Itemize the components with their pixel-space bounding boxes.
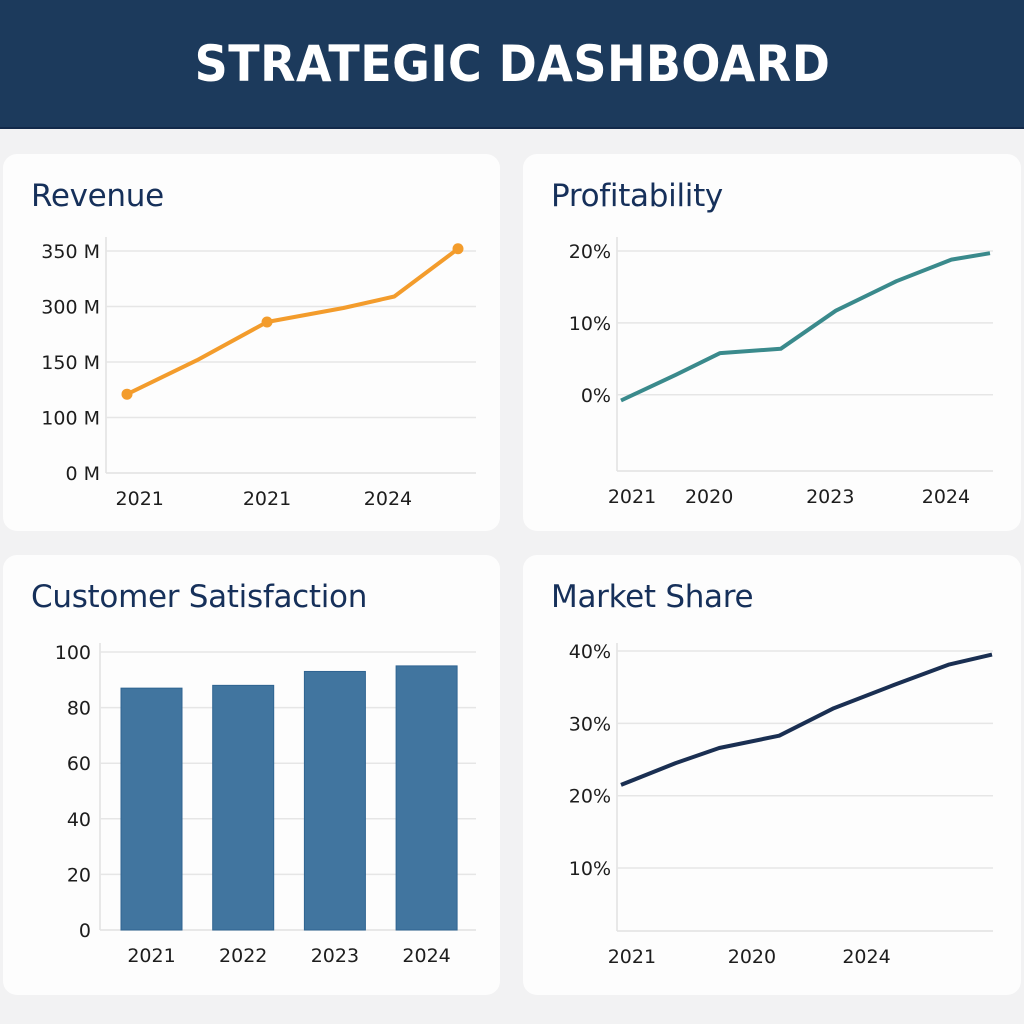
profitability-chart: 20% 10% 0% 2021 2020 2023 2024 xyxy=(569,237,993,508)
y-tick-label: 0% xyxy=(581,385,611,407)
y-tick-label: 40 xyxy=(67,809,91,831)
x-tick-label: 2024 xyxy=(364,488,412,510)
y-tick-label: 30% xyxy=(569,713,611,735)
x-tick-label: 2023 xyxy=(311,945,359,967)
x-tick-label: 2023 xyxy=(806,486,854,508)
y-tick-label: 80 xyxy=(67,698,91,720)
x-tick-label: 2021 xyxy=(127,945,175,967)
customer-satisfaction-card: Customer Satisfaction 0 20 40 60 80 100 2021 20… xyxy=(3,555,500,995)
y-tick-label: 10% xyxy=(569,313,611,335)
dashboard-title: STRATEGIC DASHBOARD xyxy=(194,34,830,93)
x-tick-label: 2024 xyxy=(842,946,890,968)
x-tick-label: 2021 xyxy=(608,946,656,968)
market-share-title: Market Share xyxy=(551,579,754,615)
x-tick-label: 2021 xyxy=(243,488,291,510)
x-tick-label: 2024 xyxy=(922,486,970,508)
data-point xyxy=(452,243,464,255)
y-tick-label: 0 M xyxy=(65,463,100,485)
x-tick-label: 2020 xyxy=(685,486,733,508)
y-tick-label: 100 xyxy=(55,642,91,664)
series-line xyxy=(620,652,993,787)
profitability-card: Profitability 20% 10% 0% 2021 2020 2023 2024 xyxy=(523,154,1021,531)
data-point xyxy=(261,316,273,328)
series-line xyxy=(620,251,991,403)
x-tick-label: 2021 xyxy=(608,486,656,508)
y-tick-label: 10% xyxy=(569,858,611,880)
x-tick-label: 2024 xyxy=(402,945,450,967)
y-tick-label: 0 xyxy=(79,920,91,942)
y-tick-label: 150 M xyxy=(41,352,100,374)
customer-satisfaction-title: Customer Satisfaction xyxy=(31,579,368,615)
y-tick-label: 20% xyxy=(569,241,611,263)
customer-satisfaction-chart: 0 20 40 60 80 100 2021 2022 2023 2024 xyxy=(55,642,476,967)
bar xyxy=(303,670,366,931)
x-tick-label: 2020 xyxy=(728,946,776,968)
data-point xyxy=(121,388,133,400)
revenue-card: Revenue 0 M 100 M 150 M 300 M 350 M 2021 2021 2… xyxy=(3,154,500,531)
series-line xyxy=(126,247,460,396)
market-share-chart: 40% 30% 20% 10% 2021 2020 2024 xyxy=(569,641,993,968)
x-tick-label: 2021 xyxy=(116,488,164,510)
dashboard-header: STRATEGIC DASHBOARD xyxy=(0,0,1024,129)
y-tick-label: 20 xyxy=(67,864,91,886)
revenue-title: Revenue xyxy=(31,178,164,214)
y-tick-label: 40% xyxy=(569,641,611,663)
profitability-title: Profitability xyxy=(551,178,723,214)
bar xyxy=(212,684,275,931)
bar xyxy=(395,665,458,931)
y-tick-label: 300 M xyxy=(41,297,100,319)
y-tick-label: 60 xyxy=(67,753,91,775)
bar xyxy=(120,687,183,931)
market-share-card: Market Share 40% 30% 20% 10% 2021 2020 2024 xyxy=(523,555,1021,995)
revenue-chart: 0 M 100 M 150 M 300 M 350 M 2021 2021 2024 xyxy=(41,237,476,510)
y-tick-label: 20% xyxy=(569,786,611,808)
y-tick-label: 100 M xyxy=(41,408,100,430)
y-tick-label: 350 M xyxy=(41,241,100,263)
x-tick-label: 2022 xyxy=(219,945,267,967)
